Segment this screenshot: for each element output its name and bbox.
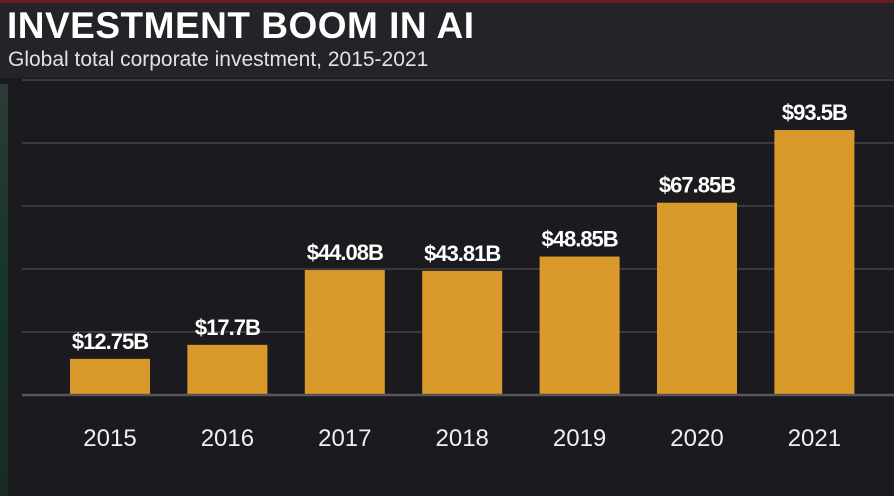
x-tick-label: 2020 <box>670 425 723 452</box>
x-tick-label: 2017 <box>318 425 371 452</box>
data-label: $93.5B <box>782 100 847 125</box>
chart-header: INVESTMENT BOOM IN AI Global total corpo… <box>0 3 894 78</box>
data-label: $48.85B <box>542 227 618 252</box>
x-tick-label: 2016 <box>201 425 254 452</box>
bar-2015 <box>70 358 150 395</box>
chart-subtitle: Global total corporate investment, 2015-… <box>8 48 429 71</box>
bar-2019 <box>539 256 620 395</box>
top-accent-line <box>0 0 894 3</box>
data-label: $44.08B <box>307 240 383 265</box>
data-label: $12.75B <box>72 329 148 354</box>
bar-2021 <box>774 130 855 395</box>
bar-2016 <box>187 344 268 395</box>
x-tick-label: 2015 <box>83 425 136 452</box>
bar-2017 <box>304 270 385 395</box>
x-tick-label: 2018 <box>436 425 489 452</box>
x-tick-label: 2019 <box>553 425 606 452</box>
left-edge-decoration <box>0 84 8 496</box>
data-label: $67.85B <box>659 173 735 198</box>
data-label: $43.81B <box>424 241 500 266</box>
chart-title: INVESTMENT BOOM IN AI <box>7 5 475 46</box>
bar-2020 <box>657 202 737 395</box>
data-label: $17.7B <box>195 315 260 340</box>
x-tick-label: 2021 <box>788 425 841 452</box>
bar-2018 <box>422 270 503 395</box>
